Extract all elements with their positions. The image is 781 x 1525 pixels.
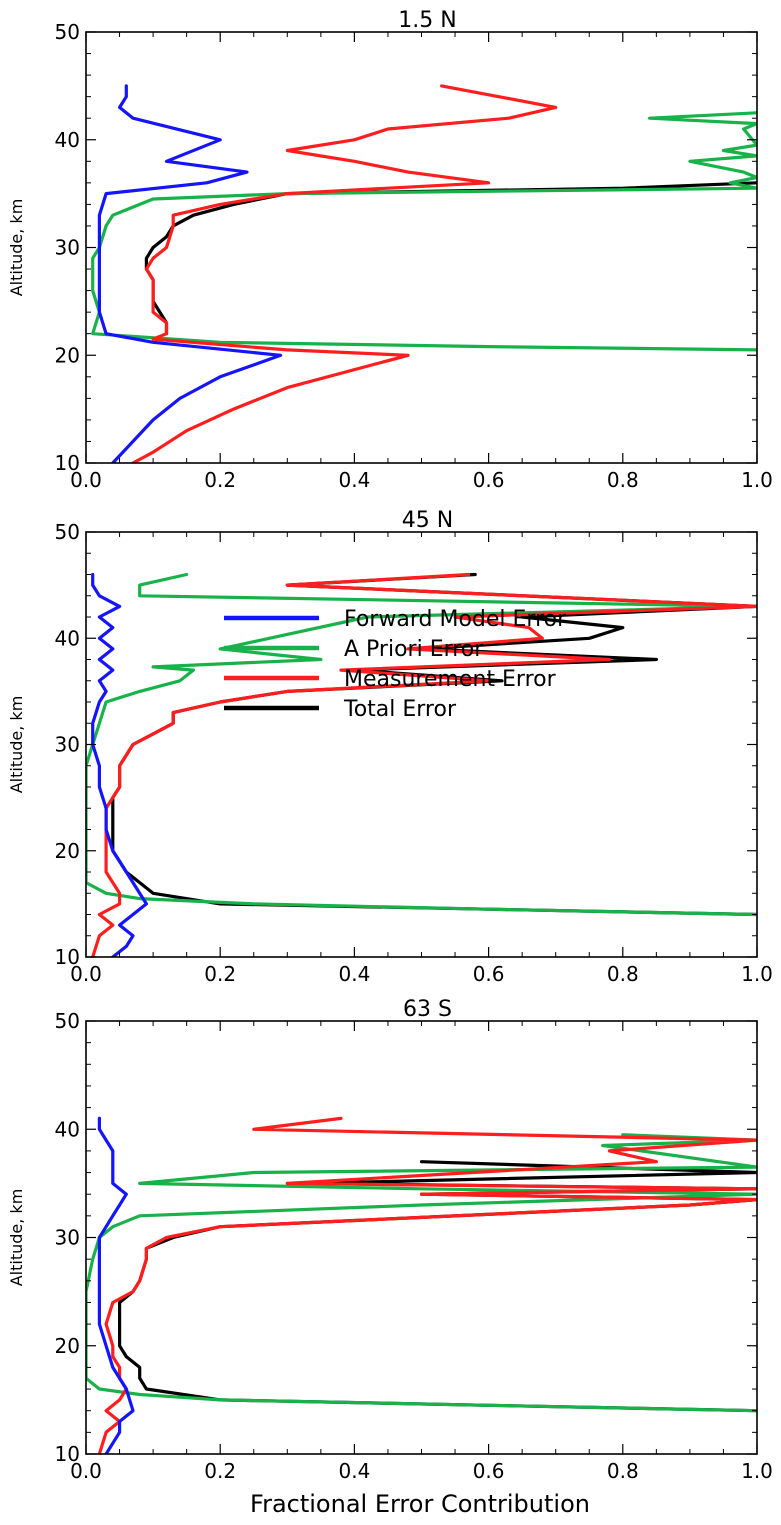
x-tick-label: 0.8 <box>607 1459 639 1483</box>
x-tick-label: 0.2 <box>204 962 236 986</box>
x-axis-title: Fractional Error Contribution <box>250 1490 590 1518</box>
y-tick-label: 40 <box>55 1117 80 1141</box>
chart-title: 63 S <box>403 997 452 1022</box>
series-line-measurement-error <box>97 1116 757 1454</box>
x-tick-label: 0.8 <box>607 962 639 986</box>
y-tick-label: 40 <box>55 128 80 152</box>
series-line-a-priori-error <box>86 572 757 917</box>
legend-label: A Priori Error <box>344 637 484 662</box>
series-line-forward-model-error <box>97 1116 135 1454</box>
y-axis-title: Altitude, km <box>7 1189 26 1287</box>
x-tick-label: 1.0 <box>741 1459 773 1483</box>
chart-panel-1: 0.0 0.2 0.4 0.6 0.8 1.0 10 20 30 40 50 1.5 N Altitud… <box>7 8 773 492</box>
y-tick-label: 30 <box>55 733 80 757</box>
legend-label: Total Error <box>343 697 457 722</box>
plot-area <box>91 84 757 463</box>
legend-label: Forward Model Error <box>344 607 567 632</box>
x-tick-label: 0.2 <box>204 468 236 492</box>
y-tick-label: 40 <box>55 626 80 650</box>
x-tick-label: 0.8 <box>607 468 639 492</box>
x-tick-label: 0.0 <box>70 1459 102 1483</box>
legend: Forward Model Error A Priori Error Measure… <box>224 607 567 722</box>
y-axis-title: Altitude, km <box>7 199 26 297</box>
x-tick-label: 0.6 <box>473 962 505 986</box>
plot-area <box>86 1116 757 1454</box>
x-tick-label: 0.4 <box>338 1459 370 1483</box>
plot-frame <box>85 31 758 464</box>
y-tick-label: 50 <box>55 20 80 44</box>
series-line-forward-model-error <box>97 84 283 463</box>
x-tick-label: 0.6 <box>473 468 505 492</box>
plot-frame <box>85 1020 758 1455</box>
y-tick-label: 10 <box>55 1442 80 1466</box>
y-tick-label: 50 <box>55 1009 80 1033</box>
x-tick-label: 0.6 <box>473 1459 505 1483</box>
chart-title: 45 N <box>402 508 453 533</box>
chart-title: 1.5 N <box>398 8 456 33</box>
y-tick-label: 50 <box>55 520 80 544</box>
y-tick-label: 10 <box>55 945 80 969</box>
y-tick-label: 20 <box>55 1334 80 1358</box>
x-tick-label: 0.4 <box>338 962 370 986</box>
x-tick-label: 0.0 <box>70 468 102 492</box>
series-line-measurement-error <box>91 572 757 957</box>
y-tick-label: 30 <box>55 1226 80 1250</box>
x-tick-label: 0.4 <box>338 468 370 492</box>
chart-panels: 0.0 0.2 0.4 0.6 0.8 1.0 10 20 30 40 50 1.5 N Altitud… <box>7 8 773 1483</box>
y-tick-label: 10 <box>55 451 80 475</box>
y-tick-label: 20 <box>55 839 80 863</box>
series-line-total-error <box>144 181 757 336</box>
y-tick-label: 20 <box>55 343 80 367</box>
y-axis-title: Altitude, km <box>7 696 26 794</box>
series-line-a-priori-error <box>91 111 757 352</box>
x-tick-label: 1.0 <box>741 468 773 492</box>
plot-area <box>86 572 757 957</box>
chart-panel-3: 0.0 0.2 0.4 0.6 0.8 1.0 10 20 30 40 50 63 S Altitude… <box>7 997 773 1483</box>
series-line-measurement-error <box>131 84 558 463</box>
chart-panel-2: 0.0 0.2 0.4 0.6 0.8 1.0 10 20 30 40 50 45 N Altitude… <box>7 508 773 986</box>
series-line-forward-model-error <box>91 572 148 957</box>
legend-label: Measurement Error <box>344 667 557 692</box>
x-tick-label: 0.0 <box>70 962 102 986</box>
x-tick-label: 1.0 <box>741 962 773 986</box>
x-tick-label: 0.2 <box>204 1459 236 1483</box>
y-tick-label: 30 <box>55 236 80 260</box>
